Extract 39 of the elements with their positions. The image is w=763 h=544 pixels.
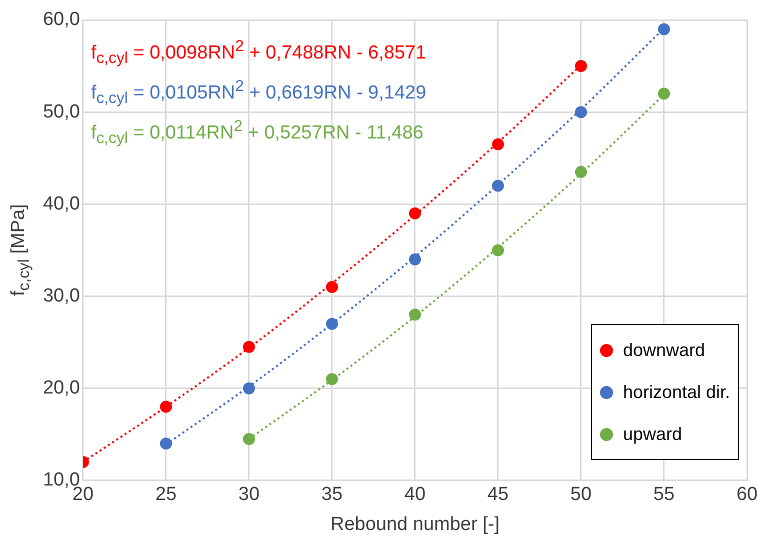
point bbox=[242, 432, 255, 445]
point bbox=[160, 400, 172, 413]
point bbox=[408, 207, 421, 220]
y-tick-label: 50,0 bbox=[42, 101, 80, 122]
y-tick-label: 60,0 bbox=[42, 9, 80, 30]
x-tick-label: 60 bbox=[736, 484, 758, 506]
point bbox=[242, 340, 255, 353]
point bbox=[492, 138, 504, 150]
x-tick-label: 25 bbox=[155, 484, 177, 506]
x-tick-label: 35 bbox=[321, 484, 343, 506]
y-tick-label: 30,0 bbox=[42, 285, 80, 306]
annotation: f$_{c,cyl}$ = 0,0105RN$^{2}$ + 0,6619RN - 9,1429 bbox=[90, 78, 426, 108]
x-tick-label: 45 bbox=[487, 484, 509, 506]
legend-label: upward bbox=[623, 424, 682, 445]
annotation: f$_{c,cyl}$ = 0,0114RN$^{2}$ + 0,5257RN - 11,486 bbox=[90, 118, 424, 148]
point bbox=[574, 166, 587, 178]
annotation: f$_{c,cyl}$ = 0,0098RN$^{2}$ + 0,7488RN - 6,8571 bbox=[90, 38, 426, 68]
point bbox=[326, 281, 338, 294]
x-tick-label: 30 bbox=[238, 484, 260, 506]
point bbox=[492, 244, 504, 256]
point bbox=[408, 253, 421, 266]
point bbox=[492, 180, 504, 192]
point bbox=[574, 60, 587, 72]
point bbox=[574, 106, 587, 118]
point bbox=[408, 308, 421, 321]
point bbox=[326, 318, 338, 330]
y-tick-label: 20,0 bbox=[42, 378, 80, 399]
x-tick-label: 40 bbox=[404, 484, 426, 506]
x-tick-label: 50 bbox=[570, 484, 592, 506]
point bbox=[658, 23, 670, 36]
legend-label: horizontal dir. bbox=[623, 382, 730, 403]
point bbox=[242, 382, 255, 394]
x-tick-label: 55 bbox=[653, 484, 675, 506]
point bbox=[326, 373, 338, 386]
y-tick-label: 40,0 bbox=[42, 193, 80, 214]
point bbox=[160, 438, 172, 450]
point bbox=[658, 88, 670, 100]
legend-label: downward bbox=[623, 340, 706, 361]
x-axis-title: Rebound number [-] bbox=[330, 514, 500, 535]
